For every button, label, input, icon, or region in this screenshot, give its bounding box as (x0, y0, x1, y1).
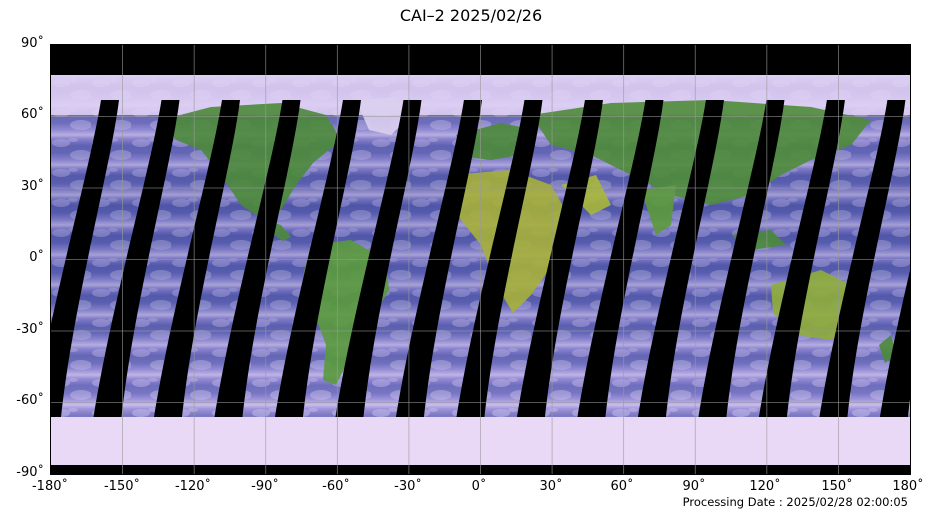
orbit-gap (698, 100, 785, 417)
orbit-gap (879, 270, 910, 417)
orbit-gap (819, 100, 906, 417)
orbit-gap (51, 100, 119, 417)
lon-label-minus-180: -180˚ (31, 479, 68, 494)
lon-label-60: 60˚ (610, 479, 634, 494)
orbit-gap (637, 100, 724, 417)
map-title: CAI–2 2025/02/26 (399, 6, 543, 25)
graticule (51, 45, 910, 474)
lat-label-minus-30: -30˚ (16, 322, 44, 337)
lon-label-120: 120˚ (749, 479, 781, 494)
orbit-gap (395, 100, 482, 417)
lon-label-minus-90: -90˚ (251, 479, 279, 494)
satellite-map (50, 44, 911, 475)
orbit-gaps (51, 100, 910, 417)
lat-label-0: 0˚ (29, 250, 44, 265)
lon-label-minus-60: -60˚ (322, 479, 350, 494)
orbit-gap (214, 100, 301, 417)
lon-label-minus-30: -30˚ (394, 479, 422, 494)
orbit-gap (153, 100, 240, 417)
lon-label-180: 180˚ (892, 479, 924, 494)
lat-label-minus-60: -60˚ (16, 393, 44, 408)
lon-label-90: 90˚ (682, 479, 706, 494)
lon-label-0: 0˚ (471, 479, 487, 494)
lon-label-150: 150˚ (821, 479, 853, 494)
map-canvas (51, 45, 910, 474)
orbit-gap (456, 100, 543, 417)
lat-label-60: 60˚ (20, 107, 44, 122)
orbit-gap (758, 100, 845, 417)
lat-label-30: 30˚ (20, 179, 44, 194)
orbit-gap (93, 100, 180, 417)
lon-label-minus-120: -120˚ (174, 479, 211, 494)
lon-label-minus-150: -150˚ (103, 479, 140, 494)
orbit-gap (577, 100, 664, 417)
orbit-gap (335, 100, 422, 417)
lon-label-30: 30˚ (539, 479, 563, 494)
orbit-gap (274, 100, 361, 417)
lat-label-minus-90: -90˚ (16, 465, 44, 480)
processing-date: Processing Date : 2025/02/28 02:00:05 (682, 495, 908, 509)
orbit-gap (516, 100, 603, 417)
lat-label-90: 90˚ (20, 36, 44, 51)
